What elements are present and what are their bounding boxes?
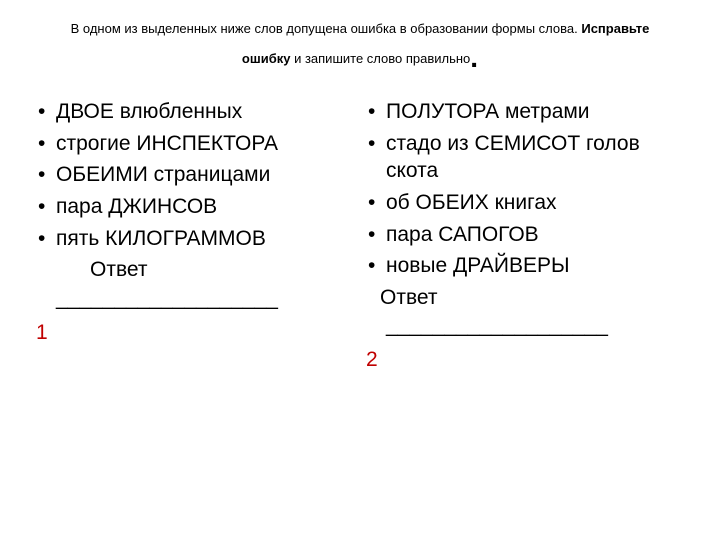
instruction-bold-2: ошибку bbox=[242, 51, 291, 66]
instruction-header: В одном из выделенных ниже слов допущена… bbox=[0, 0, 720, 76]
instruction-dot: . bbox=[470, 42, 478, 73]
list-item: строгие ИНСПЕКТОРА bbox=[56, 130, 360, 162]
right-answer-blank: ___________________ bbox=[360, 312, 690, 338]
list-item: об ОБЕИХ книгах bbox=[386, 189, 690, 221]
list-item: ПОЛУТОРА метрами bbox=[386, 98, 690, 130]
left-column: ДВОЕ влюбленных строгие ИНСПЕКТОРА ОБЕИМ… bbox=[30, 98, 360, 373]
left-answer-label: Ответ bbox=[30, 256, 360, 284]
instruction-bold-1: Исправьте bbox=[581, 21, 649, 36]
right-answer-label: Ответ bbox=[360, 284, 690, 312]
list-item: пара САПОГОВ bbox=[386, 221, 690, 253]
list-item: ОБЕИМИ страницами bbox=[56, 161, 360, 193]
list-item: пара ДЖИНСОВ bbox=[56, 193, 360, 225]
columns-container: ДВОЕ влюбленных строгие ИНСПЕКТОРА ОБЕИМ… bbox=[0, 76, 720, 373]
right-column: ПОЛУТОРА метрами стадо из СЕМИСОТ голов … bbox=[360, 98, 690, 373]
left-list: ДВОЕ влюбленных строгие ИНСПЕКТОРА ОБЕИМ… bbox=[30, 98, 360, 257]
right-list: ПОЛУТОРА метрами стадо из СЕМИСОТ голов … bbox=[360, 98, 690, 284]
left-answer-blank: ___________________ bbox=[30, 285, 360, 311]
instruction-text-2: и запишите слово правильно bbox=[290, 51, 470, 66]
list-item: пять КИЛОГРАММОВ bbox=[56, 225, 360, 257]
instruction-text-1: В одном из выделенных ниже слов допущена… bbox=[71, 21, 582, 36]
list-item: новые ДРАЙВЕРЫ bbox=[386, 252, 690, 284]
left-number: 1 bbox=[30, 311, 360, 345]
right-number: 2 bbox=[360, 338, 690, 372]
list-item: ДВОЕ влюбленных bbox=[56, 98, 360, 130]
list-item: стадо из СЕМИСОТ голов скота bbox=[386, 130, 690, 189]
